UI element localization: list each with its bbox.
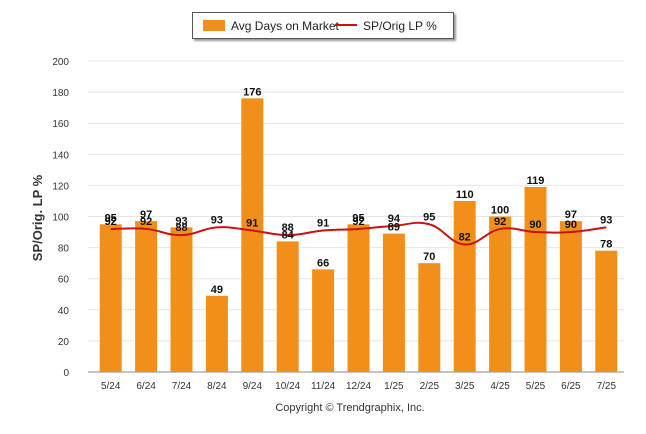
copyright-text: Copyright © Trendgraphix, Inc.: [275, 402, 425, 414]
bar-value-label: 95: [105, 212, 117, 224]
bar: [276, 241, 299, 372]
bar-value-label: 78: [600, 239, 612, 251]
x-tick-label: 10/24: [275, 381, 300, 392]
line-value-label: 92: [105, 216, 117, 228]
y-tick-label: 60: [58, 275, 70, 286]
y-tick-label: 80: [58, 244, 70, 255]
line-series: [110, 221, 607, 246]
bar-value-label: 119: [527, 175, 545, 187]
bar-value-label: 84: [282, 229, 295, 241]
x-tick-label: 7/25: [597, 381, 617, 392]
line-value-label: 92: [140, 216, 152, 228]
line-value-label: 93: [211, 214, 223, 226]
line-value-label: 88: [282, 222, 294, 234]
y-tick-label: 140: [52, 150, 69, 161]
bar: [205, 295, 228, 372]
line-value-label: 82: [459, 231, 471, 243]
line-value-label: 94: [388, 213, 401, 225]
bar: [489, 216, 512, 372]
bar: [347, 224, 370, 372]
y-axis-label: SP/Orig. LP %: [30, 174, 45, 261]
bar-value-label: 89: [388, 222, 400, 234]
bar-value-label: 176: [243, 86, 261, 98]
x-tick-label: 12/24: [346, 381, 371, 392]
y-tick-label: 20: [58, 337, 70, 348]
bar-value-label: 70: [423, 251, 435, 263]
line-value-label: 95: [423, 211, 435, 223]
y-tick-label: 160: [52, 119, 69, 130]
bar: [99, 224, 122, 372]
legend-bar-swatch: [203, 20, 225, 31]
legend-line-label: SP/Orig LP %: [363, 19, 437, 33]
line-value-label: 93: [600, 214, 612, 226]
line-value-label: 92: [494, 216, 506, 228]
data-labels: 95 97 93 49 176 84 66 95 89 70 110 100 119 97 78 92 92 88…: [105, 86, 613, 295]
x-tick-label: 2/25: [420, 381, 440, 392]
bar-value-label: 97: [565, 209, 577, 221]
legend: Avg Days on Market SP/Orig LP %: [192, 12, 454, 39]
bar: [595, 250, 618, 372]
line-value-label: 90: [565, 219, 577, 231]
bar: [382, 233, 405, 372]
x-tick-label: 6/24: [136, 381, 156, 392]
bar: [312, 269, 335, 372]
x-tick-label: 5/24: [101, 381, 121, 392]
bar-value-label: 66: [317, 257, 329, 269]
x-tick-label: 11/24: [311, 381, 336, 392]
bar-value-label: 97: [140, 209, 152, 221]
x-tick-label: 4/25: [490, 381, 510, 392]
bar-value-label: 95: [352, 212, 364, 224]
y-tick-label: 200: [52, 57, 69, 68]
bar: [241, 98, 264, 372]
legend-bar-label: Avg Days on Market: [231, 19, 339, 33]
y-tick-label: 0: [63, 368, 69, 379]
bar-series: [99, 98, 618, 372]
line-value-label: 91: [317, 217, 329, 229]
line-value-label: 88: [175, 222, 187, 234]
y-tick-label: 180: [52, 88, 69, 99]
x-tick-label: 6/25: [561, 381, 581, 392]
x-tick-label: 9/24: [243, 381, 263, 392]
x-tick-label: 5/25: [526, 381, 546, 392]
line-value-label: 91: [246, 217, 258, 229]
legend-line-swatch: [335, 24, 357, 26]
bar: [453, 200, 476, 372]
x-tick-label: 1/25: [384, 381, 404, 392]
x-tick-label: 3/25: [455, 381, 475, 392]
x-axis-ticks: 5/24 6/24 7/24 8/24 9/24 10/24 11/24 12/24 1/25 2…: [101, 381, 617, 392]
sp-orig-line: [110, 221, 607, 246]
bar-value-label: 110: [456, 189, 474, 201]
bar: [559, 221, 582, 372]
line-value-label: 92: [352, 216, 364, 228]
x-tick-label: 8/24: [207, 381, 227, 392]
bar-value-label: 100: [491, 205, 509, 217]
bar-value-label: 93: [175, 215, 187, 227]
bar: [524, 186, 547, 372]
bar: [170, 227, 193, 372]
line-value-label: 90: [529, 219, 541, 231]
y-tick-label: 40: [58, 306, 70, 317]
x-tick-label: 7/24: [172, 381, 192, 392]
bar: [135, 221, 158, 372]
y-tick-label: 100: [52, 213, 69, 224]
bar-value-label: 49: [211, 284, 223, 296]
y-axis-ticks: 0 20 40 60 80 100 120 140 160 180 200: [52, 57, 69, 379]
y-tick-label: 120: [52, 181, 69, 192]
bar: [418, 263, 441, 372]
